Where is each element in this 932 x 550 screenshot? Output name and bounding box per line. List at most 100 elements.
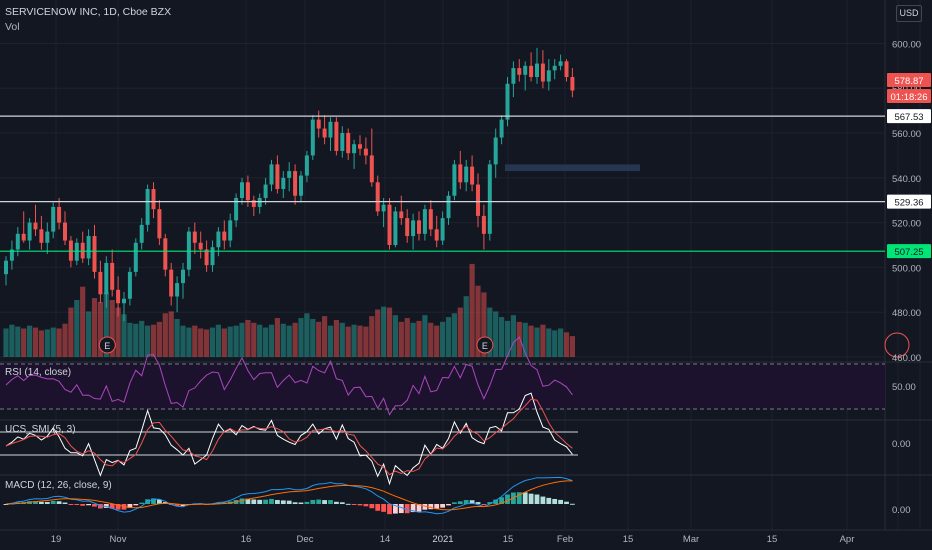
macd-histogram-bar (251, 499, 257, 504)
candle (245, 182, 250, 201)
macd-histogram-bar (363, 504, 369, 507)
macd-histogram-bar (139, 502, 145, 504)
volume-bar (133, 323, 139, 357)
volume-bar (198, 328, 204, 357)
candle (304, 155, 309, 176)
price-tags: 578.87 01:18:26 567.53 529.36 507.25 (887, 73, 931, 259)
volume-bar (192, 325, 198, 357)
candle (163, 238, 168, 270)
volume-bar (263, 327, 269, 357)
volume-bar (504, 320, 511, 357)
macd-histogram-bar (322, 500, 327, 504)
macd-histogram-bar (564, 501, 569, 504)
volume-bar (15, 326, 21, 357)
volume-bar (62, 323, 68, 357)
volume-bar (445, 317, 452, 357)
candle (139, 224, 144, 243)
price-tick-label: 600.00 (892, 39, 921, 50)
candle (127, 271, 132, 299)
countdown-tag (887, 89, 931, 103)
rsi-tick-label: 50.00 (892, 382, 916, 393)
countdown-tag-text: 01:18:26 (891, 92, 928, 103)
candle (440, 218, 445, 241)
macd-tick-label: 0.00 (892, 505, 911, 516)
volume-bar (499, 317, 505, 357)
candle (381, 204, 386, 212)
volume-bar (239, 322, 245, 357)
candle (505, 83, 510, 120)
macd-histogram-bar (393, 504, 398, 514)
price-tick-label: 540.00 (892, 174, 921, 185)
candle (228, 220, 233, 241)
time-tick-label: Feb (557, 534, 573, 545)
time-axis[interactable]: 19 Nov 16 Dec 14 2021 15 Feb 15 Mar 15 Apr (51, 534, 855, 545)
macd-histogram-bar (546, 497, 552, 504)
candle (487, 164, 492, 234)
candle (104, 262, 109, 295)
rsi-pane[interactable]: RSI (14, close) (0, 336, 885, 416)
smi-pane[interactable]: UCS_SMI (5, 3) (0, 392, 578, 486)
macd-histogram-bar (570, 503, 575, 505)
candle (293, 171, 298, 196)
candle (157, 209, 162, 239)
volume-bar (180, 325, 186, 357)
earnings-marker-future[interactable] (884, 332, 910, 358)
horizontal-levels[interactable] (0, 115, 885, 252)
candle (328, 121, 333, 138)
candle (322, 128, 327, 138)
volume-bar (345, 326, 351, 357)
volume-bar (298, 318, 304, 357)
candle (481, 215, 486, 234)
candle (346, 133, 351, 154)
candle (458, 164, 463, 183)
macd-histogram-bar (475, 502, 481, 504)
candle (92, 236, 97, 272)
macd-histogram-bar (328, 500, 333, 504)
range-box[interactable] (505, 164, 640, 172)
macd-histogram-bar (428, 504, 434, 510)
candles (4, 47, 575, 322)
rsi-line (5, 336, 573, 416)
smi-signal-line (5, 398, 573, 476)
candle (405, 218, 410, 237)
volume-bar (74, 300, 80, 357)
time-tick-label: 19 (51, 534, 62, 545)
macd-pane[interactable]: MACD (12, 26, close, 9) (3, 476, 575, 515)
candle (110, 262, 115, 290)
volume-bar (274, 318, 280, 357)
earnings-marker[interactable] (98, 336, 116, 354)
candle (352, 144, 357, 154)
macd-histogram-bar (481, 504, 487, 505)
volume-bar (375, 309, 381, 357)
volume-bar (369, 316, 375, 357)
candle (45, 231, 50, 243)
volume-bar (9, 324, 15, 357)
volume-bar (215, 324, 221, 357)
macd-histogram-bar (86, 504, 91, 506)
volume-bar (528, 325, 534, 357)
macd-histogram-bar (499, 497, 504, 504)
volume-bar (268, 324, 275, 357)
candle (210, 247, 215, 266)
macd-histogram-bar (522, 492, 528, 504)
volume-bar (109, 300, 115, 357)
currency-button[interactable]: USD (896, 5, 922, 22)
candle (240, 182, 244, 198)
earnings-marker[interactable] (476, 336, 494, 354)
candle (145, 189, 150, 225)
candle (299, 175, 303, 196)
macd-histogram-bar (92, 504, 97, 507)
volume-bar (145, 325, 151, 357)
macd-histogram-bar (516, 492, 522, 504)
symbol-title[interactable]: SERVICENOW INC, 1D, Cboe BZX (5, 6, 172, 18)
price-tick-label: 560.00 (892, 129, 921, 140)
volume-bar (204, 329, 210, 357)
time-tick-label: 15 (503, 534, 514, 545)
level-1-tag-text: 567.53 (894, 112, 923, 123)
volume-bar (516, 321, 522, 357)
candle (269, 164, 274, 185)
time-tick-label: Dec (297, 534, 314, 545)
candle (27, 222, 32, 241)
volume-bar (392, 315, 398, 357)
